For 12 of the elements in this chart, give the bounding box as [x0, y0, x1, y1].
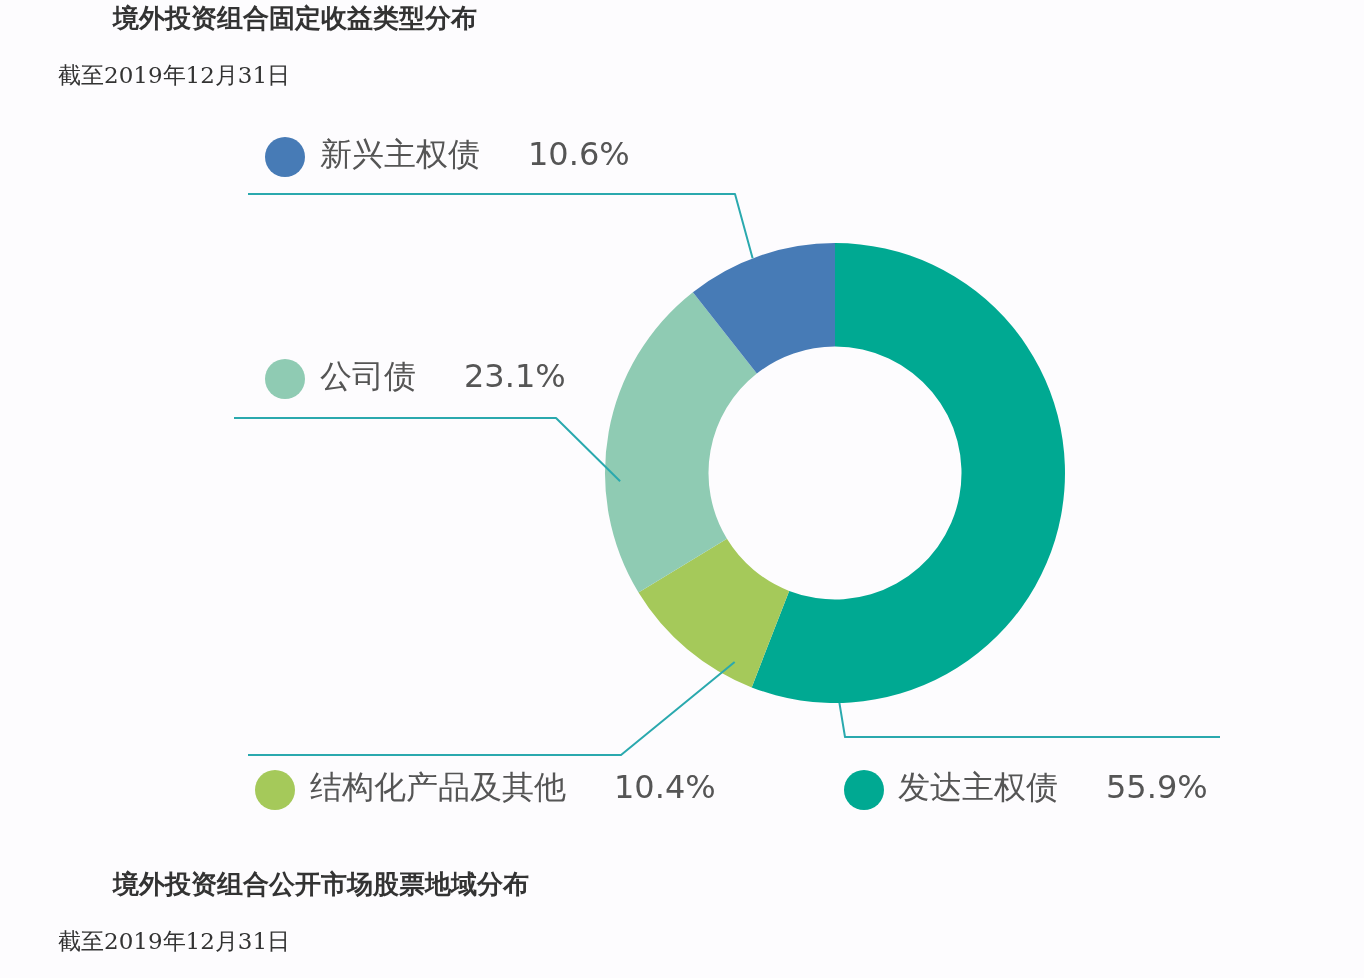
- data-label: 10.6%: [528, 135, 630, 174]
- data-label: 55.9%: [1106, 768, 1208, 807]
- data-label: 10.4%: [614, 768, 716, 807]
- legend-label: 新兴主权债: [320, 135, 480, 174]
- data-label: 23.1%: [464, 357, 566, 396]
- legend-label: 发达主权债: [898, 768, 1058, 807]
- chart-title: 境外投资组合固定收益类型分布: [113, 2, 477, 35]
- chart-subtitle: 截至2019年12月31日: [58, 61, 291, 90]
- text: 截至2019年12月31日: [58, 927, 291, 956]
- legend-label: 结构化产品及其他: [310, 768, 566, 807]
- legend-label: 公司债: [320, 357, 416, 396]
- text: 境外投资组合公开市场股票地域分布: [113, 868, 529, 901]
